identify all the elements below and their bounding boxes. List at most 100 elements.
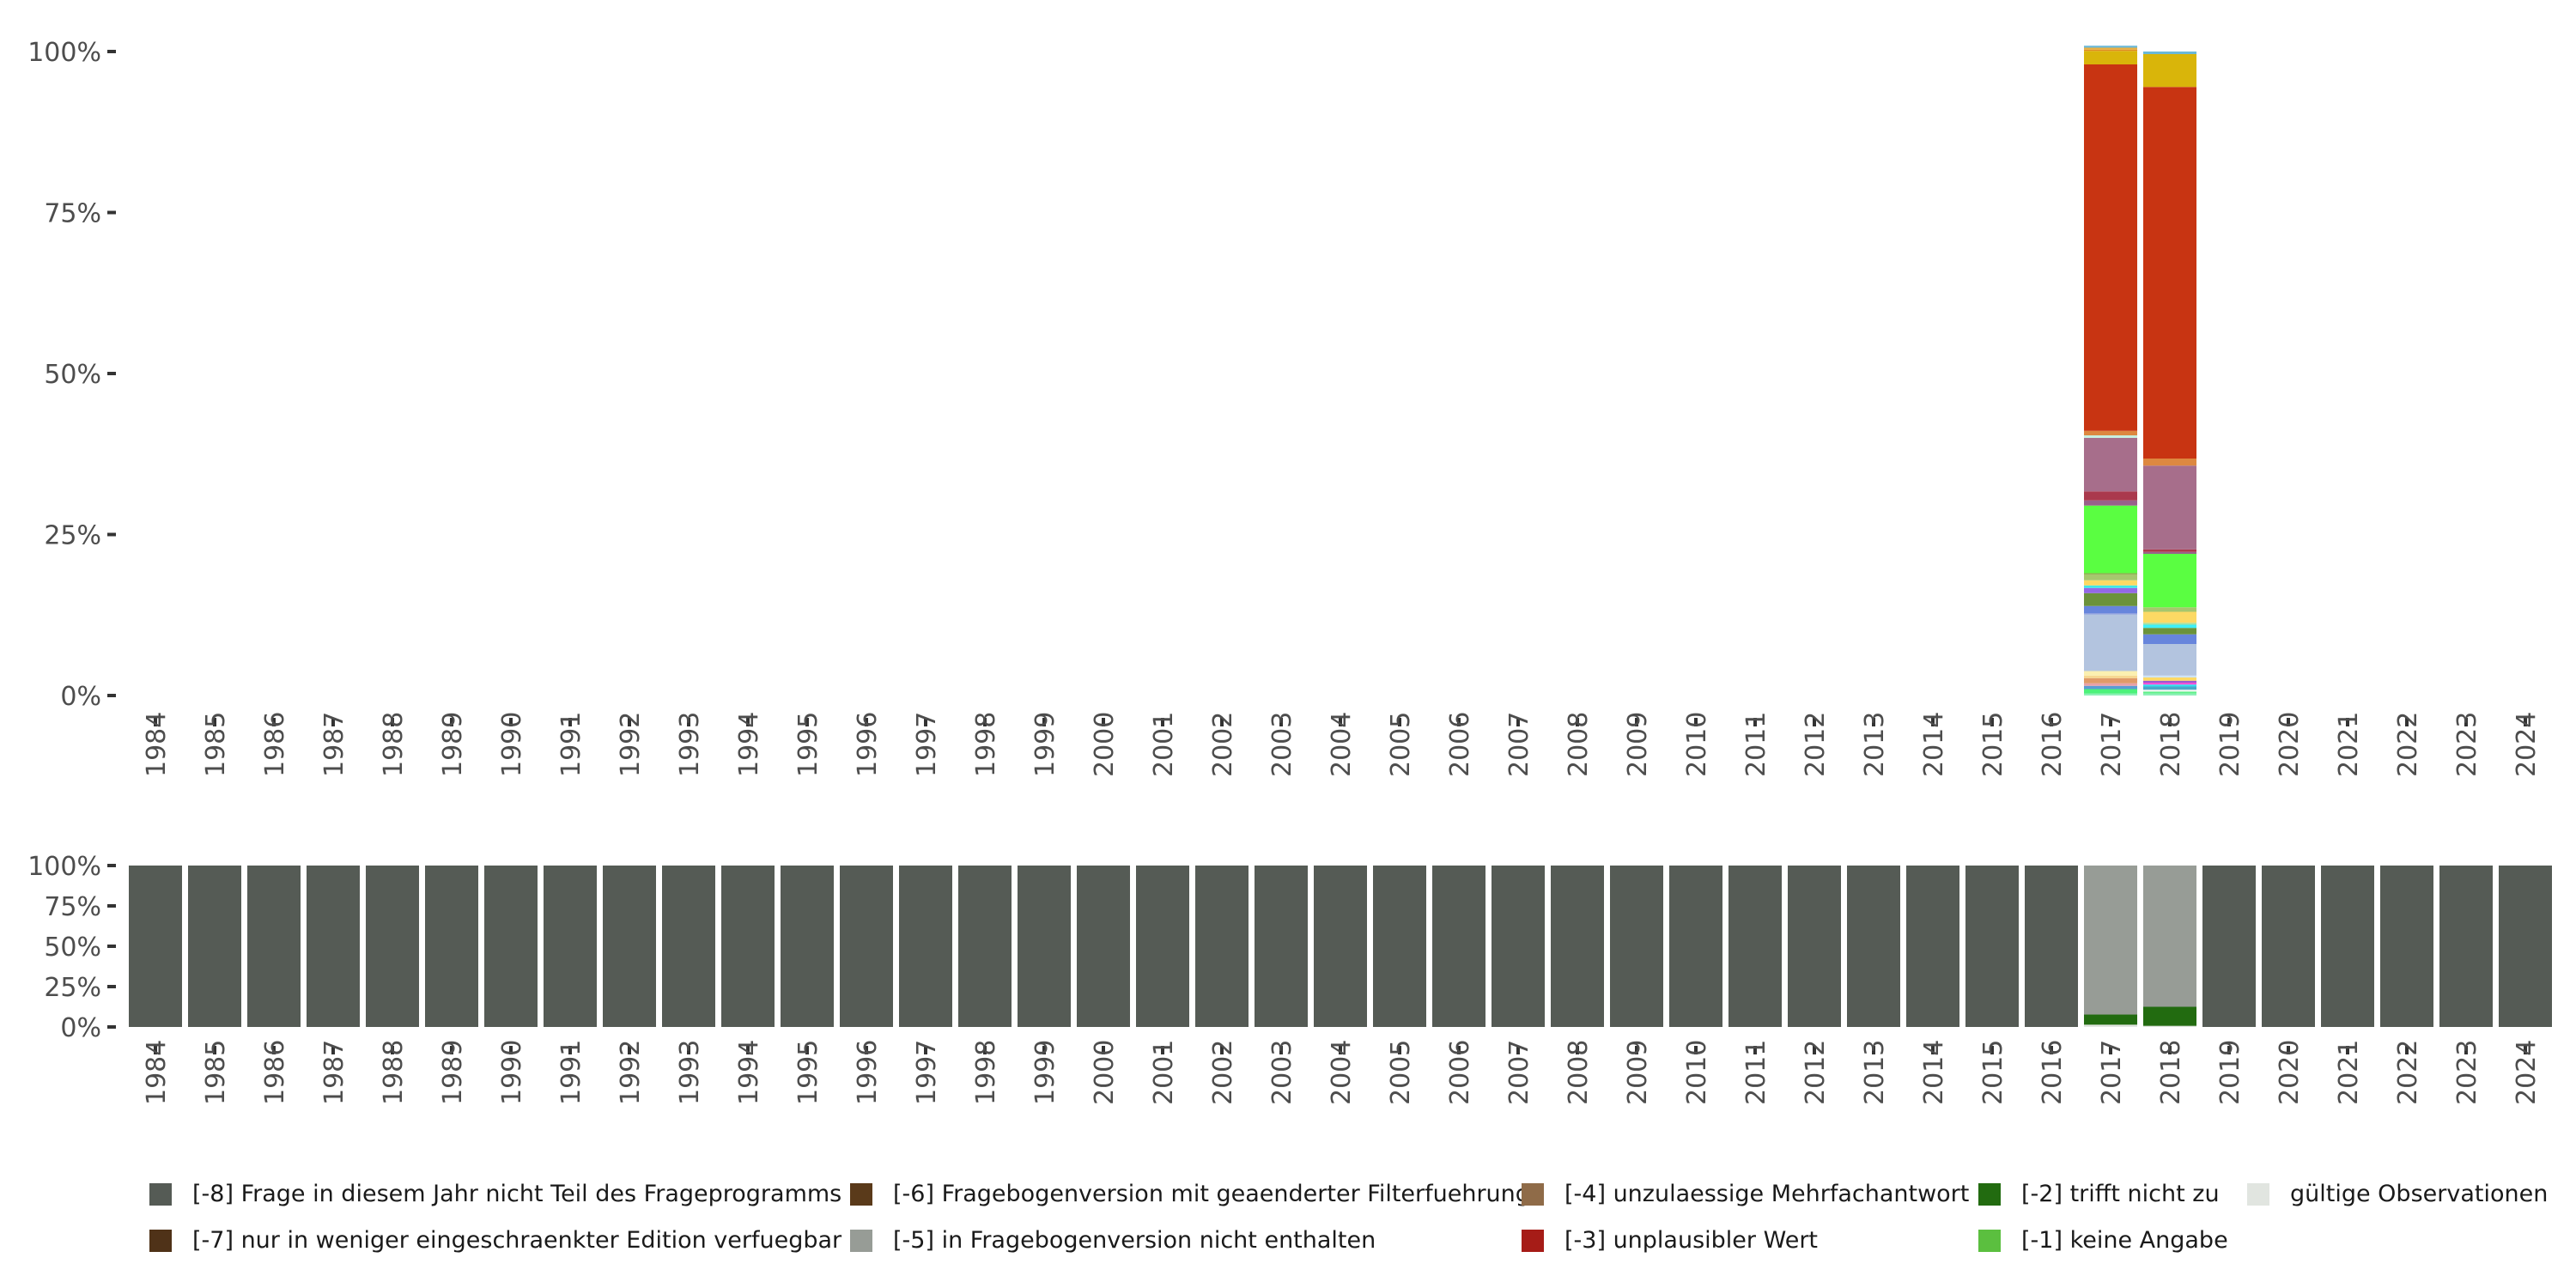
y-tick-label: 50%	[44, 360, 101, 390]
x-tick-label: 2017	[2097, 712, 2127, 777]
bar-segment-1998	[958, 866, 1012, 1027]
bar-segment-1993	[662, 866, 715, 1027]
x-tick-mark	[1635, 718, 1638, 726]
legend-label: [-8] Frage in diesem Jahr nicht Teil des…	[192, 1181, 842, 1207]
x-tick-mark	[983, 1046, 987, 1054]
x-tick-mark	[450, 718, 453, 726]
x-tick-label: 2002	[1208, 1040, 1238, 1105]
x-tick-label: 2009	[1623, 712, 1653, 777]
y-tick-mark	[107, 532, 116, 537]
x-tick-mark	[1872, 1046, 1875, 1054]
x-tick-label: 2005	[1386, 712, 1416, 777]
bar-segment-2008	[1551, 866, 1604, 1027]
y-tick-mark	[107, 864, 116, 867]
x-tick-mark	[1279, 718, 1283, 726]
x-tick-label: 2018	[2156, 1040, 2186, 1105]
bar-segment-2000	[1077, 866, 1130, 1027]
bar-segment-2019	[2202, 866, 2256, 1027]
x-tick-label: 2016	[2038, 1040, 2068, 1105]
legend-label: [-3] unplausibler Wert	[1564, 1227, 1819, 1254]
x-tick-mark	[805, 1046, 809, 1054]
x-tick-mark	[746, 718, 750, 726]
legend-label: [-1] keine Angabe	[2021, 1227, 2228, 1254]
x-tick-label: 1985	[201, 1040, 231, 1105]
y-tick-mark	[107, 372, 116, 375]
x-tick-mark	[2464, 718, 2468, 726]
x-tick-label: 1990	[497, 1040, 527, 1105]
bar-segment-2024	[2499, 866, 2552, 1027]
x-tick-mark	[1635, 1046, 1638, 1054]
x-tick-label: 1986	[260, 712, 290, 777]
x-tick-label: 1984	[142, 712, 172, 777]
bar-segment-2003	[1255, 866, 1308, 1027]
bar-segment-2017	[2084, 683, 2137, 686]
x-tick-label: 2000	[1090, 712, 1120, 777]
x-tick-label: 2020	[2275, 712, 2305, 777]
x-tick-mark	[2227, 1046, 2231, 1054]
x-tick-label: 2012	[1801, 712, 1831, 777]
x-tick-mark	[2346, 718, 2349, 726]
legend-swatch	[1522, 1229, 1544, 1252]
x-tick-mark	[391, 718, 394, 726]
bar-segment-2018	[2143, 1025, 2196, 1027]
x-tick-label: 1991	[556, 712, 586, 777]
x-tick-label: 2015	[1978, 712, 2008, 777]
y-tick-mark	[107, 904, 116, 908]
legend-item: gültige Observationen	[2247, 1181, 2548, 1207]
x-tick-mark	[1694, 718, 1698, 726]
x-tick-mark	[568, 1046, 572, 1054]
x-tick-mark	[509, 1046, 513, 1054]
x-tick-label: 2024	[2512, 1040, 2542, 1105]
x-tick-label: 2000	[1090, 1040, 1120, 1105]
bar-segment-2017	[2084, 574, 2137, 580]
x-tick-label: 2006	[1445, 1040, 1475, 1105]
x-tick-mark	[509, 718, 513, 726]
bar-segment-2017	[2084, 51, 2137, 64]
x-tick-label: 2001	[1149, 712, 1179, 777]
legend-swatch	[1978, 1229, 2001, 1252]
x-tick-mark	[1042, 1046, 1046, 1054]
bar-segment-2017	[2084, 580, 2137, 586]
bar-segment-2016	[2025, 866, 2078, 1027]
x-tick-label: 1988	[379, 712, 409, 777]
x-tick-label: 1998	[971, 1040, 1001, 1105]
bar-segment-1988	[366, 866, 419, 1027]
bar-segment-2017	[2084, 689, 2137, 694]
x-tick-label: 1984	[142, 1040, 172, 1105]
x-tick-label: 2004	[1327, 712, 1357, 777]
x-tick-label: 2011	[1741, 712, 1771, 777]
x-tick-mark	[2524, 1046, 2527, 1054]
x-tick-mark	[1161, 1046, 1164, 1054]
bar-segment-2018	[2143, 551, 2196, 554]
x-tick-mark	[1339, 1046, 1342, 1054]
bar-segment-2017	[2084, 64, 2137, 431]
bar-segment-2018	[2143, 52, 2196, 54]
x-tick-mark	[805, 718, 809, 726]
bar-segment-2017	[2084, 491, 2137, 501]
bar-segment-2018	[2143, 1006, 2196, 1026]
x-tick-mark	[1339, 718, 1342, 726]
x-tick-mark	[1398, 1046, 1401, 1054]
x-tick-label: 1999	[1030, 1040, 1060, 1105]
x-tick-label: 1988	[379, 1040, 409, 1105]
bar-segment-2017	[2084, 505, 2137, 574]
x-tick-mark	[1279, 1046, 1283, 1054]
x-tick-label: 1993	[675, 1040, 705, 1105]
legend-item: [-6] Fragebogenversion mit geaenderter F…	[850, 1181, 1530, 1207]
x-tick-label: 2009	[1623, 1040, 1653, 1105]
x-tick-mark	[1516, 718, 1520, 726]
x-tick-mark	[2168, 718, 2172, 726]
bar-segment-2012	[1788, 866, 1841, 1027]
bar-segment-2018	[2143, 691, 2196, 694]
x-tick-mark	[272, 718, 276, 726]
legend-item: [-8] Frage in diesem Jahr nicht Teil des…	[149, 1181, 841, 1207]
x-tick-label: 1985	[201, 712, 231, 777]
x-tick-mark	[1220, 1046, 1224, 1054]
bar-segment-2017	[2084, 438, 2137, 492]
bar-segment-2006	[1432, 866, 1485, 1027]
bar-segment-2001	[1136, 866, 1189, 1027]
x-tick-label: 2024	[2512, 712, 2542, 777]
bar-segment-2017	[2084, 500, 2137, 506]
bar-segment-1992	[603, 866, 656, 1027]
x-tick-mark	[628, 718, 631, 726]
